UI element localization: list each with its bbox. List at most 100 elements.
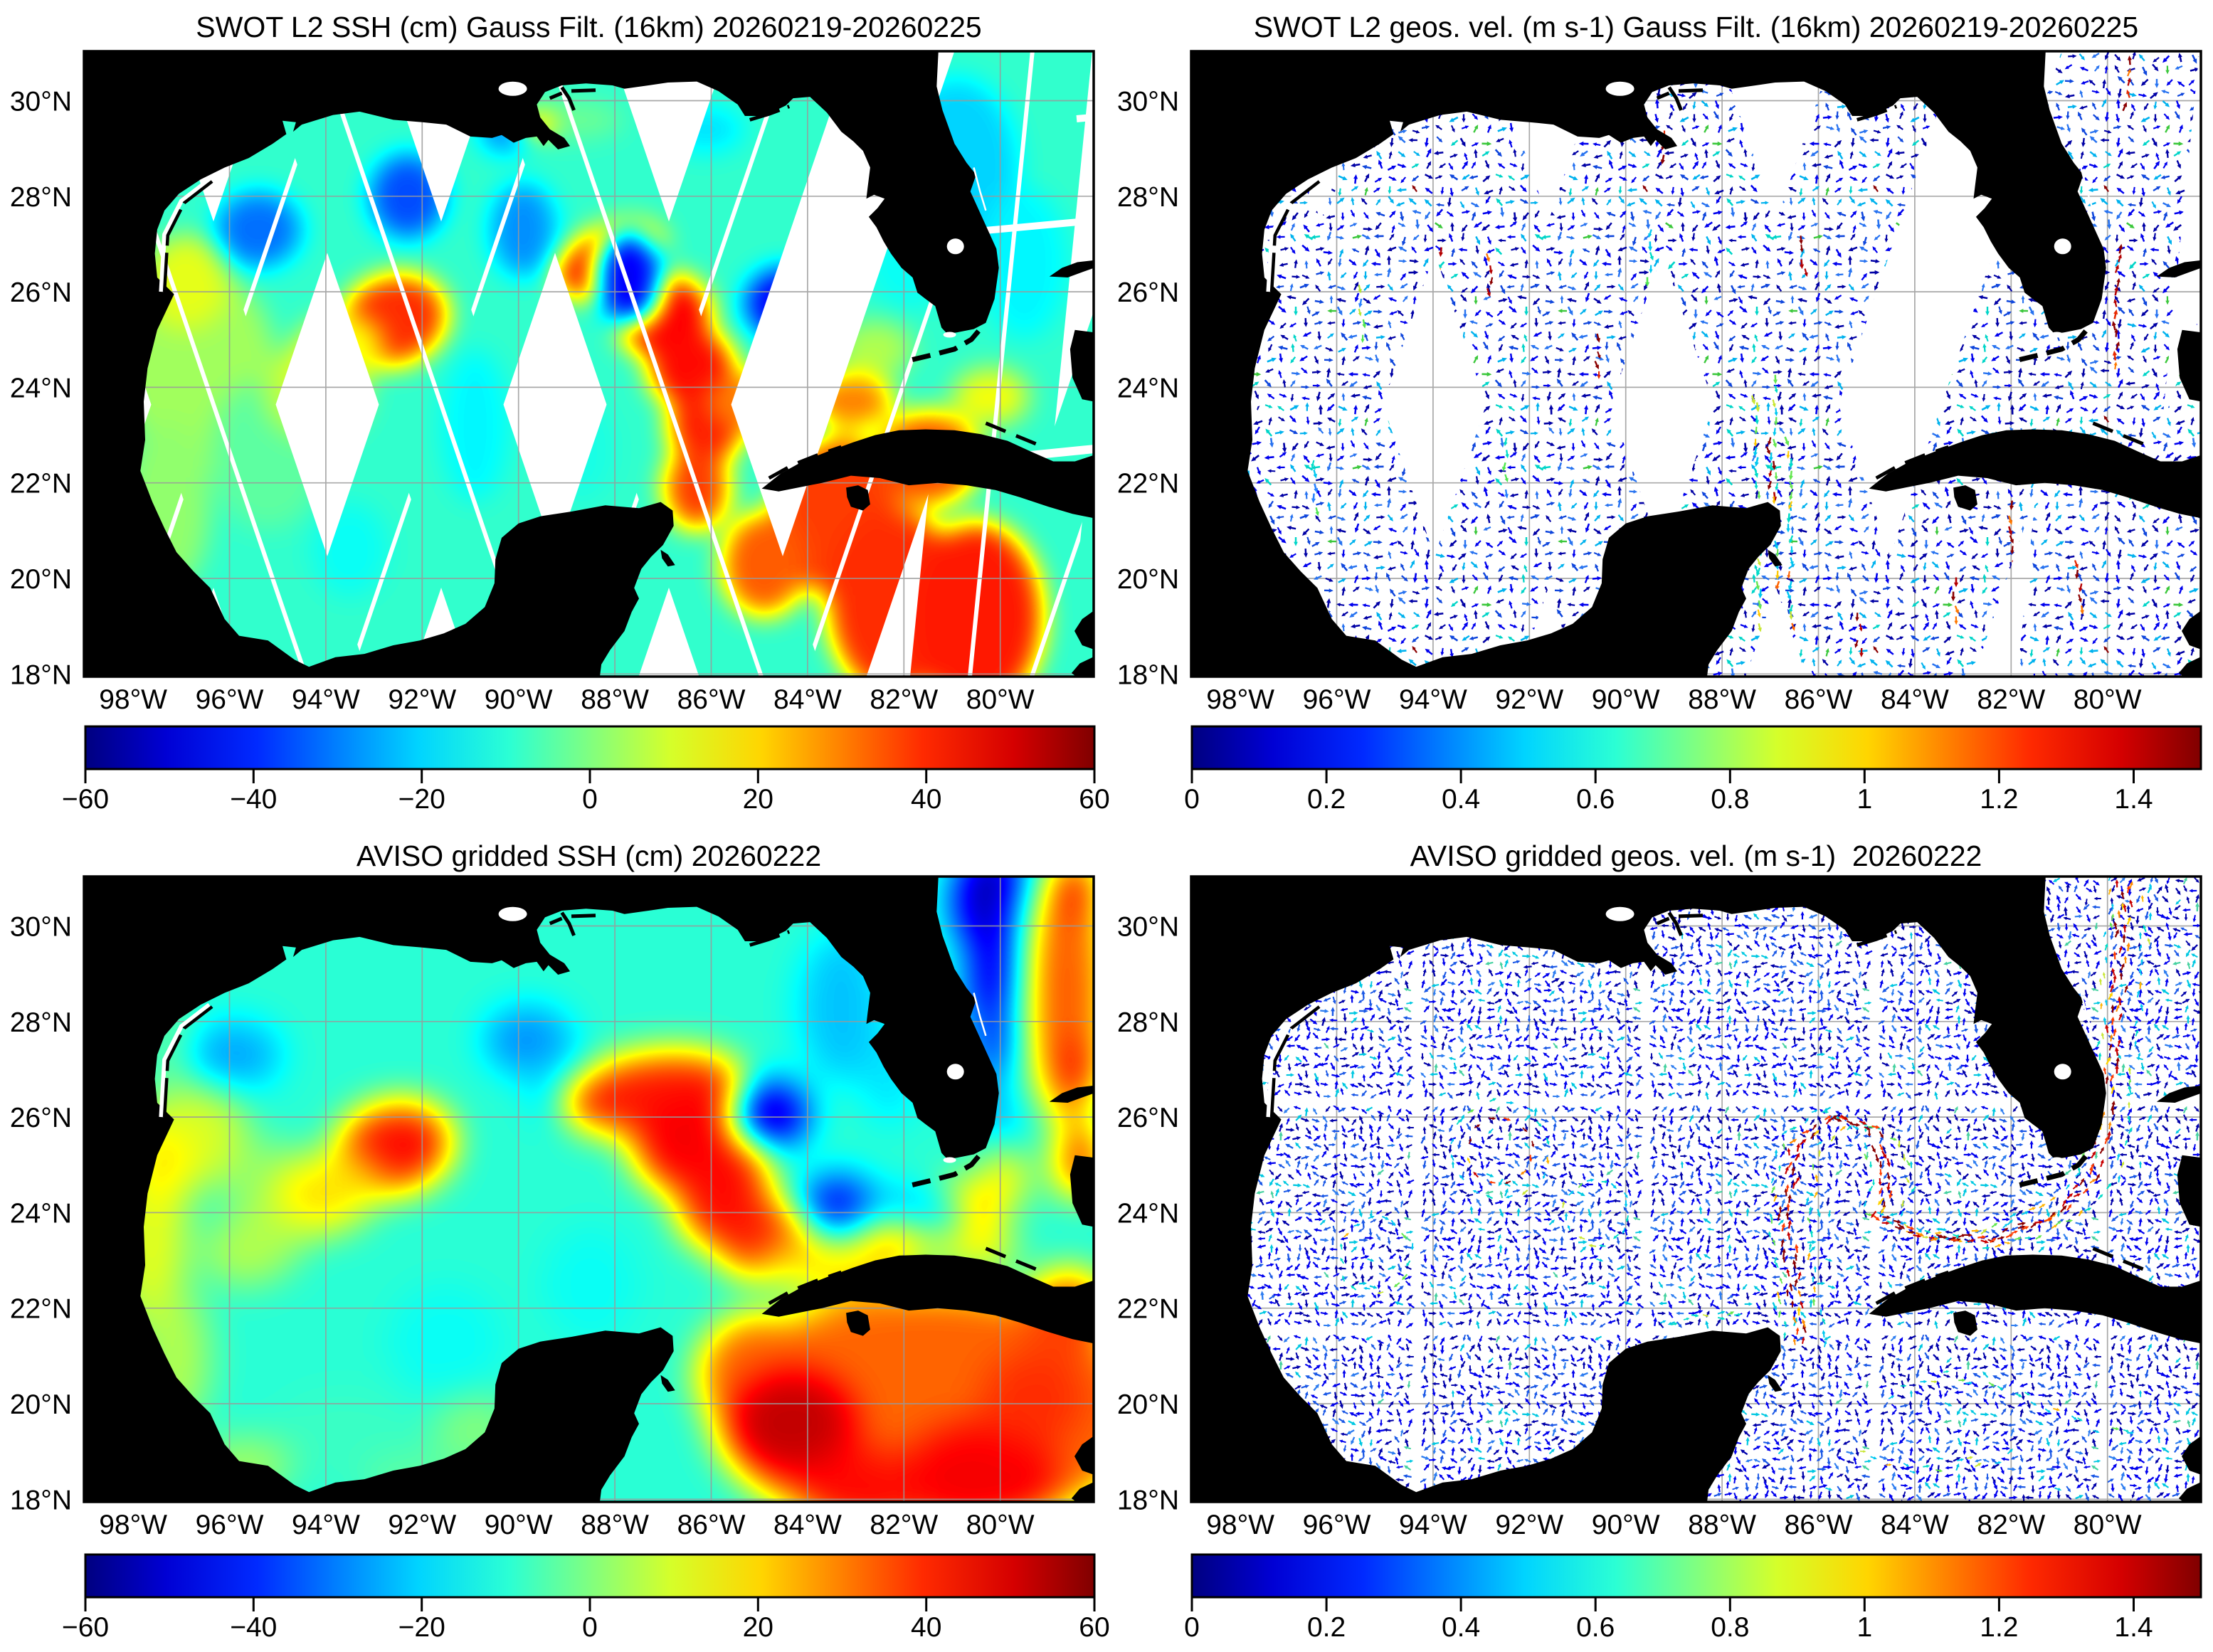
svg-text:94°W: 94°W — [292, 1510, 360, 1540]
svg-text:0: 0 — [1184, 1612, 1200, 1643]
svg-text:96°W: 96°W — [1303, 684, 1371, 715]
svg-text:88°W: 88°W — [1688, 1510, 1756, 1540]
svg-text:88°W: 88°W — [581, 684, 649, 715]
svg-text:24°N: 24°N — [1117, 373, 1179, 403]
svg-text:20°N: 20°N — [10, 1389, 72, 1420]
svg-text:86°W: 86°W — [1785, 684, 1853, 715]
svg-text:30°N: 30°N — [1117, 87, 1179, 117]
svg-text:90°W: 90°W — [1592, 684, 1660, 715]
svg-text:98°W: 98°W — [1206, 1510, 1274, 1540]
svg-text:24°N: 24°N — [1117, 1198, 1179, 1229]
svg-text:90°W: 90°W — [485, 684, 553, 715]
svg-text:60: 60 — [1079, 784, 1109, 815]
svg-text:40: 40 — [911, 784, 941, 815]
svg-text:96°W: 96°W — [1303, 1510, 1371, 1540]
svg-text:−60: −60 — [62, 784, 109, 815]
svg-text:90°W: 90°W — [485, 1510, 553, 1540]
svg-text:0.6: 0.6 — [1576, 1612, 1615, 1643]
svg-text:98°W: 98°W — [99, 684, 167, 715]
svg-text:82°W: 82°W — [1977, 684, 2045, 715]
svg-text:82°W: 82°W — [1977, 1510, 2045, 1540]
svg-text:1: 1 — [1857, 784, 1872, 815]
svg-text:20°N: 20°N — [10, 564, 72, 595]
svg-text:80°W: 80°W — [2074, 684, 2142, 715]
svg-text:1.4: 1.4 — [2114, 1612, 2153, 1643]
svg-text:0: 0 — [582, 1612, 598, 1643]
svg-text:28°N: 28°N — [1117, 182, 1179, 213]
svg-text:26°N: 26°N — [10, 277, 72, 308]
svg-text:92°W: 92°W — [388, 1510, 456, 1540]
svg-text:30°N: 30°N — [10, 87, 72, 117]
svg-text:96°W: 96°W — [196, 1510, 264, 1540]
svg-text:92°W: 92°W — [388, 684, 456, 715]
svg-text:94°W: 94°W — [1399, 1510, 1467, 1540]
svg-text:1.2: 1.2 — [1980, 1612, 2018, 1643]
svg-text:SWOT L2 geos. vel. (m s-1) Gau: SWOT L2 geos. vel. (m s-1) Gauss Filt. (… — [1254, 11, 2138, 43]
svg-text:−60: −60 — [62, 1612, 109, 1643]
svg-text:30°N: 30°N — [10, 912, 72, 943]
svg-text:22°N: 22°N — [10, 1294, 72, 1325]
svg-text:−20: −20 — [398, 784, 445, 815]
svg-text:0: 0 — [1184, 784, 1200, 815]
svg-text:18°N: 18°N — [1117, 660, 1179, 690]
svg-text:0.2: 0.2 — [1307, 784, 1346, 815]
svg-text:0.4: 0.4 — [1442, 784, 1480, 815]
svg-text:18°N: 18°N — [10, 1485, 72, 1515]
svg-text:−40: −40 — [230, 1612, 277, 1643]
svg-text:84°W: 84°W — [773, 1510, 842, 1540]
svg-text:0.6: 0.6 — [1576, 784, 1615, 815]
svg-text:SWOT L2 SSH (cm) Gauss Filt. (: SWOT L2 SSH (cm) Gauss Filt. (16km) 2026… — [196, 11, 981, 43]
svg-text:18°N: 18°N — [1117, 1485, 1179, 1515]
svg-text:0.8: 0.8 — [1711, 784, 1749, 815]
svg-text:40: 40 — [911, 1612, 941, 1643]
svg-text:26°N: 26°N — [10, 1103, 72, 1133]
svg-text:24°N: 24°N — [10, 373, 72, 403]
svg-text:−40: −40 — [230, 784, 277, 815]
svg-text:22°N: 22°N — [10, 469, 72, 499]
svg-text:22°N: 22°N — [1117, 469, 1179, 499]
svg-text:84°W: 84°W — [1881, 684, 1949, 715]
svg-text:92°W: 92°W — [1495, 1510, 1563, 1540]
svg-text:0.4: 0.4 — [1442, 1612, 1480, 1643]
svg-text:88°W: 88°W — [1688, 684, 1756, 715]
svg-text:60: 60 — [1079, 1612, 1109, 1643]
svg-text:24°N: 24°N — [10, 1198, 72, 1229]
svg-text:18°N: 18°N — [10, 660, 72, 690]
svg-text:0: 0 — [582, 784, 598, 815]
svg-text:92°W: 92°W — [1495, 684, 1563, 715]
svg-text:80°W: 80°W — [2074, 1510, 2142, 1540]
svg-text:82°W: 82°W — [870, 684, 938, 715]
svg-text:98°W: 98°W — [99, 1510, 167, 1540]
svg-text:86°W: 86°W — [677, 1510, 746, 1540]
svg-text:80°W: 80°W — [966, 1510, 1035, 1540]
svg-text:20: 20 — [743, 784, 773, 815]
svg-text:94°W: 94°W — [292, 684, 360, 715]
svg-text:20°N: 20°N — [1117, 564, 1179, 595]
svg-text:1.2: 1.2 — [1980, 784, 2018, 815]
svg-text:AVISO gridded geos. vel. (m s-: AVISO gridded geos. vel. (m s-1) 2026022… — [1410, 840, 1982, 872]
svg-text:86°W: 86°W — [1785, 1510, 1853, 1540]
svg-text:AVISO gridded SSH (cm) 2026022: AVISO gridded SSH (cm) 20260222 — [356, 840, 821, 872]
svg-text:1.4: 1.4 — [2114, 784, 2153, 815]
svg-text:80°W: 80°W — [966, 684, 1035, 715]
svg-text:82°W: 82°W — [870, 1510, 938, 1540]
svg-text:0.8: 0.8 — [1711, 1612, 1749, 1643]
svg-text:0.2: 0.2 — [1307, 1612, 1346, 1643]
svg-text:22°N: 22°N — [1117, 1294, 1179, 1325]
svg-text:88°W: 88°W — [581, 1510, 649, 1540]
svg-text:98°W: 98°W — [1206, 684, 1274, 715]
svg-text:94°W: 94°W — [1399, 684, 1467, 715]
svg-text:28°N: 28°N — [10, 1007, 72, 1038]
svg-text:28°N: 28°N — [1117, 1007, 1179, 1038]
svg-text:28°N: 28°N — [10, 182, 72, 213]
svg-text:−20: −20 — [398, 1612, 445, 1643]
svg-text:30°N: 30°N — [1117, 912, 1179, 943]
svg-text:86°W: 86°W — [677, 684, 746, 715]
svg-text:26°N: 26°N — [1117, 1103, 1179, 1133]
svg-text:90°W: 90°W — [1592, 1510, 1660, 1540]
svg-text:26°N: 26°N — [1117, 277, 1179, 308]
svg-text:1: 1 — [1857, 1612, 1872, 1643]
svg-text:84°W: 84°W — [773, 684, 842, 715]
svg-text:20°N: 20°N — [1117, 1389, 1179, 1420]
svg-text:20: 20 — [743, 1612, 773, 1643]
